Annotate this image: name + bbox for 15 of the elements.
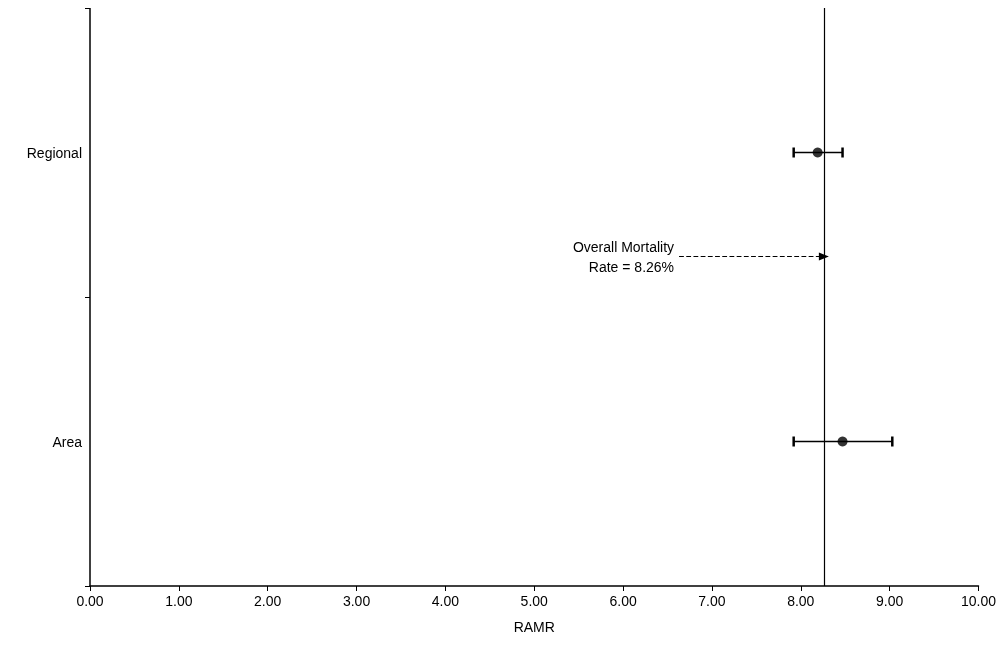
x-tick-label: 9.00 <box>876 593 904 609</box>
y-tick-label: Area <box>52 433 83 450</box>
x-tick-label: 5.00 <box>520 593 549 609</box>
x-tick-label: 3.00 <box>342 593 371 609</box>
x-tick-label: 6.00 <box>609 593 637 609</box>
x-tick-label: 8.00 <box>787 593 815 609</box>
x-tick-label: 2.00 <box>254 593 282 609</box>
x-axis-title: RAMR <box>513 619 555 635</box>
x-tick-label: 0.00 <box>76 593 104 609</box>
x-tick-label: 10.00 <box>960 593 997 609</box>
x-tick-label: 7.00 <box>698 593 726 609</box>
y-tick-label: Regional <box>26 144 82 161</box>
x-tick-label: 1.00 <box>165 593 193 609</box>
x-tick-label: 4.00 <box>431 593 460 609</box>
ref-line-label: Overall Mortality Rate = 8.26% <box>572 238 675 275</box>
